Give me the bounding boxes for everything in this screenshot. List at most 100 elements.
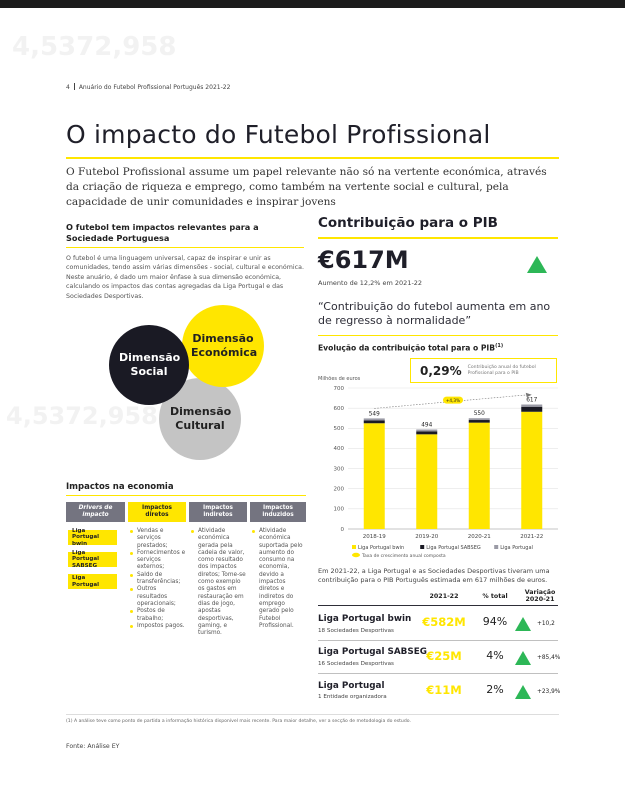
row-pct: 2% — [486, 683, 504, 696]
bar-total-label: 549 — [369, 411, 380, 417]
row-value: €11M — [426, 683, 462, 697]
cagr-badge — [443, 396, 463, 404]
pib-big-sub: Aumento de 12,2% em 2021-22 — [318, 279, 423, 287]
chart-labels: 549 2018-19 494 2019-20 550 2020-21 617 2021-22 — [363, 398, 543, 540]
direct-item: Outros resultados operacionais; — [130, 586, 186, 608]
running-header: 4 Anuário do Futebol Profissional Portugu… — [66, 83, 230, 91]
left-body: O futebol é uma linguagem universal, cap… — [66, 255, 304, 300]
legend-swatch — [352, 545, 356, 549]
y-tick-label: 100 — [334, 507, 345, 513]
circle-cultural: Dimensão Cultural — [159, 378, 241, 460]
th-drivers: Drivers de impacto — [66, 502, 125, 522]
up-arrow-icon — [515, 685, 531, 699]
y-axis-label: Milhões de euros — [318, 376, 361, 382]
y-tick-label: 500 — [334, 426, 345, 432]
row-pct: 4% — [486, 649, 504, 662]
chart-bars — [363, 404, 543, 529]
pib-heading: Contribuição para o PIB — [318, 215, 498, 231]
y-tick-label: 0 — [341, 527, 345, 533]
cagr-badge-label: +4,3% — [446, 398, 460, 403]
driver-liga-bwin: Liga Portugal bwin — [68, 528, 117, 547]
left-heading-rule — [66, 247, 304, 248]
direct-item: Fornecimentos e serviços externos; — [130, 550, 186, 572]
footnote: (1) A análise teve como ponto de partida… — [66, 719, 411, 724]
up-arrow-icon — [515, 651, 531, 665]
gdp-share-callout: 0,29% Contribuição anual do futebol Prof… — [410, 358, 557, 383]
bar-segment — [416, 434, 438, 529]
row-name: Liga Portugal bwin — [318, 614, 412, 624]
pib-heading-rule — [318, 237, 558, 239]
row-rule — [318, 673, 558, 674]
induced-text: Atividade económica suportada pelo aumen… — [252, 528, 306, 630]
gdp-share-value: 0,29% — [420, 363, 462, 378]
quote-rule — [318, 335, 558, 336]
y-tick-label: 200 — [334, 487, 345, 493]
row-value: €25M — [426, 649, 462, 663]
th-direct: Impactos diretos — [128, 502, 186, 522]
bar-segment — [521, 404, 543, 407]
x-tick-label: 2018-19 — [363, 534, 386, 540]
ghost-watermark-mid: 4,5372,958 — [6, 402, 158, 430]
impact-heading: Impactos na economia — [66, 482, 174, 492]
row-rule — [318, 640, 558, 641]
legend-cagr-label: Taxa de crescimento anual composta — [361, 553, 446, 559]
bar-segment — [363, 418, 385, 421]
direct-item: Impostos pagos. — [130, 623, 186, 630]
row-sub: 18 Sociedades Desportivas — [318, 628, 394, 634]
bar-segment — [521, 411, 543, 529]
circle-economic-label: Dimensão Económica — [191, 332, 258, 359]
bar-segment — [521, 406, 543, 412]
pib-quote: “Contribuição do futebol aumenta em ano … — [318, 300, 551, 327]
bar-total-label: 494 — [421, 422, 432, 428]
bar-segment — [468, 420, 490, 423]
y-tick-label: 400 — [334, 446, 345, 452]
legend-swatch — [420, 545, 425, 549]
driver-liga-sabseg: Liga Portugal SABSEG — [68, 550, 117, 569]
row-variation: +23,9% — [537, 689, 561, 695]
source-note: Fonte: Análise EY — [66, 743, 120, 750]
bar-segment — [363, 420, 385, 424]
th-indirect: Impactos indiretos — [189, 502, 247, 522]
footnote-rule — [66, 714, 559, 715]
chart-caption: Em 2021-22, a Liga Portugal e as Socieda… — [318, 567, 550, 584]
gdp-share-label: Contribuição anual do futebol Profission… — [467, 364, 536, 376]
row-sub: 1 Entidade organizadora — [318, 694, 387, 700]
circle-social-label: Dimensão Social — [119, 351, 181, 378]
bar-segment — [363, 423, 385, 529]
th-induced-label: Impactos induzidos — [262, 505, 294, 518]
bar-total-label: 550 — [474, 411, 485, 417]
legend-swatch — [494, 545, 499, 549]
indirect-text: Atividade económica gerada pela cadeia d… — [191, 528, 247, 637]
page-title: O impacto do Futebol Profissional — [66, 120, 491, 149]
chart-legend: Liga Portugal bwin Liga Portugal SABSEG Li… — [352, 545, 533, 559]
intro-paragraph: O Futebol Profissional assume um papel r… — [66, 166, 547, 208]
bar-segment — [416, 429, 438, 432]
legend-cagr-swatch — [352, 552, 360, 558]
y-tick-label: 600 — [334, 406, 345, 412]
row-pct: 94% — [482, 615, 508, 628]
chart-title-footnote-mark: (1) — [495, 343, 504, 349]
tbl-header-pct: % total — [482, 593, 508, 600]
row-sub: 16 Sociedades Desportivas — [318, 661, 394, 667]
col-indirect: Atividade económica gerada pela cadeia d… — [191, 528, 247, 637]
th-direct-label: Impactos diretos — [142, 505, 172, 518]
page-number: 4 — [66, 84, 70, 91]
title-rule — [66, 157, 559, 159]
row-variation: +85,4% — [537, 655, 561, 661]
cagr-arrowhead — [525, 392, 532, 398]
bar-segment — [468, 418, 490, 421]
legend-label: Liga Portugal bwin — [358, 545, 404, 551]
row-variation: +10,2 — [537, 621, 555, 627]
th-indirect-label: Impactos indiretos — [203, 505, 233, 518]
header-separator — [73, 83, 75, 90]
direct-item: Saldo de transferências; — [130, 572, 186, 587]
up-arrow-icon — [527, 256, 547, 273]
x-tick-label: 2021-22 — [520, 534, 543, 540]
direct-item: Postos de trabalho; — [130, 608, 186, 623]
left-heading: O futebol tem impactos relevantes para a… — [66, 222, 259, 243]
cagr-annotation: +4,3% — [374, 392, 532, 409]
up-arrow-icon — [515, 617, 531, 631]
y-tick-label: 300 — [334, 466, 345, 472]
circle-social: Dimensão Social — [109, 325, 189, 405]
top-bar — [0, 0, 625, 8]
